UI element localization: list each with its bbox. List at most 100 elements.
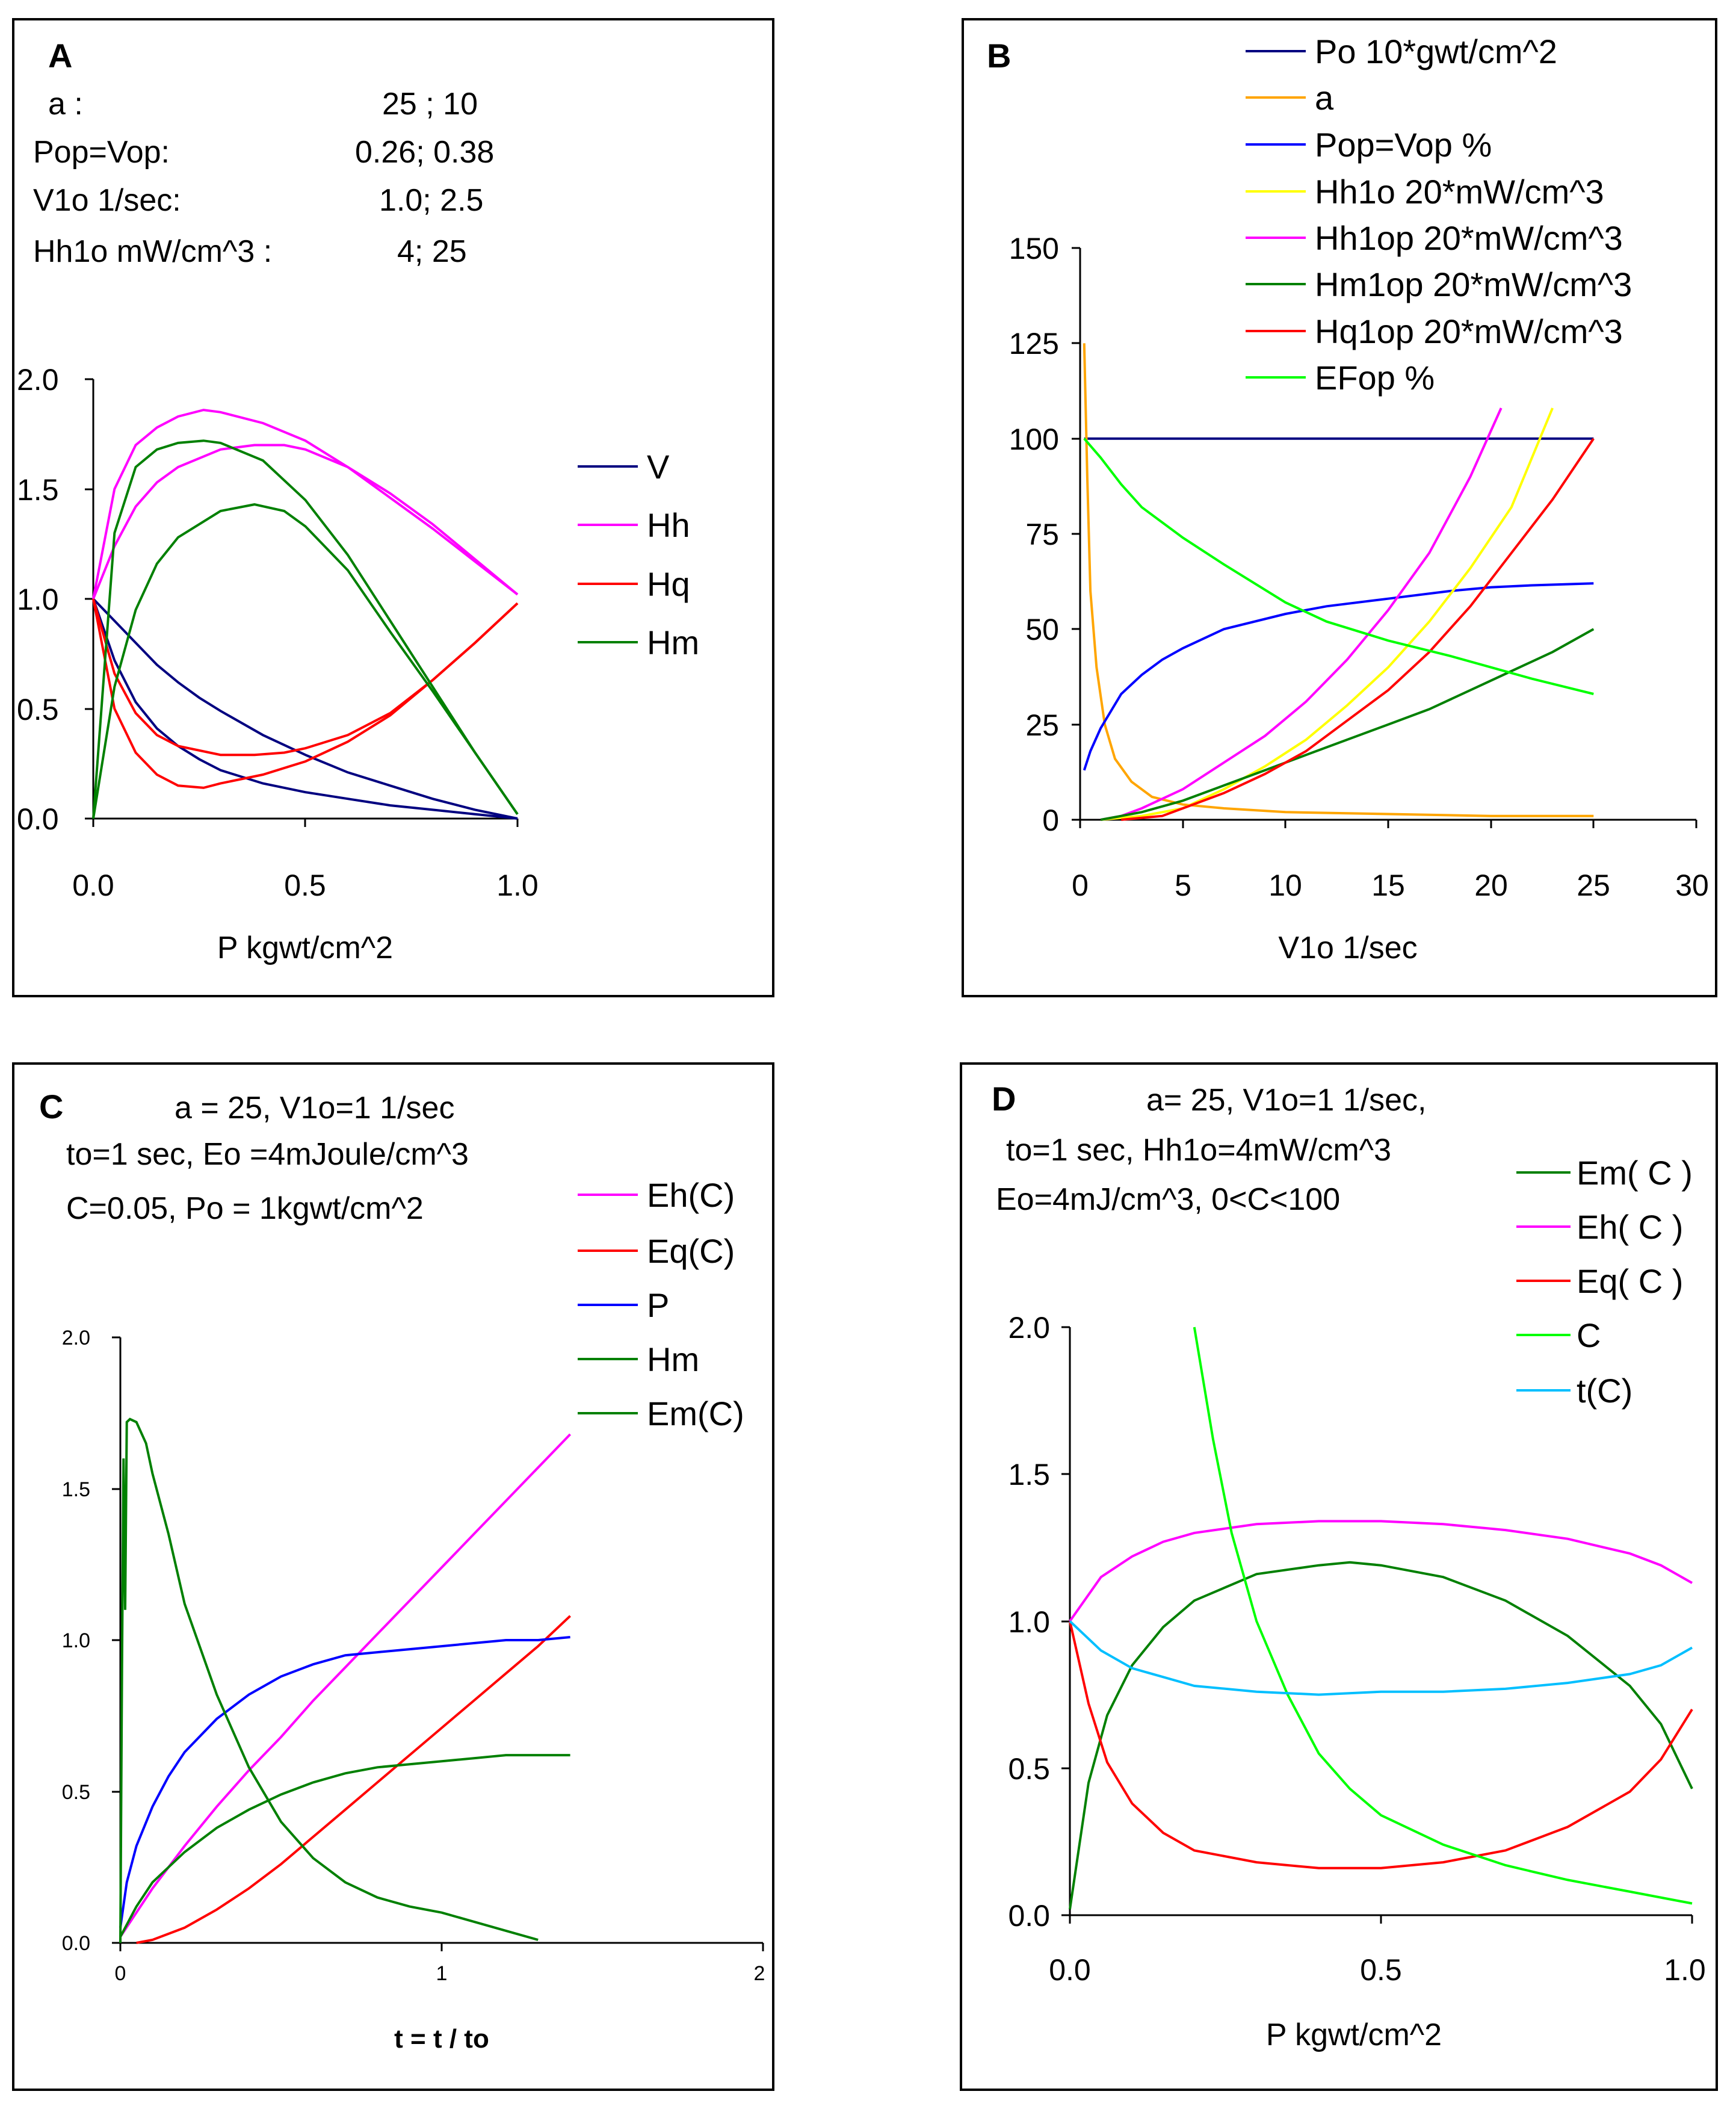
panel-b-xtick-label-2: 10 (1268, 869, 1302, 902)
panel-a-info-value-1: 0.26; 0.38 (355, 135, 494, 170)
panel-b-ytick-label-1: 25 (1025, 708, 1059, 742)
panel-d-series-t (1069, 1620, 1693, 1696)
panel-d-info-line-2: Eo=4mJ/cm^3, 0<C<100 (996, 1182, 1340, 1217)
panel-d-legend-label-2: Eq( C ) (1577, 1262, 1683, 1300)
panel-d-legend-label-3: C (1577, 1316, 1601, 1354)
panel-d-xtick-label-0: 0.0 (1049, 1953, 1091, 1987)
panel-d-ytick-label-1: 0.5 (1008, 1752, 1050, 1786)
panel-c-series-eq (136, 1615, 571, 1944)
panel-d-label: D (992, 1080, 1016, 1118)
panel-d-legend-label-1: Eh( C ) (1577, 1208, 1683, 1246)
panel-d-series-eh (1069, 1520, 1693, 1622)
panel-c-legend-label-0: Eh(C) (647, 1176, 735, 1214)
panel-c-ytick-label-1: 0.5 (62, 1781, 90, 1804)
panel-b-ytick-label-6: 150 (1009, 232, 1059, 265)
panel-b-series-hh1op (1100, 407, 1503, 821)
panel-c-frame (12, 1062, 774, 2091)
panel-b-x-axis-title: V1o 1/sec (1278, 931, 1417, 965)
panel-a-label: A (48, 37, 72, 75)
panel-d-series-c (1193, 1327, 1693, 1905)
panel-c-xtick-label-0: 0 (115, 1962, 126, 1985)
panel-b-frame (962, 18, 1717, 997)
panel-b-legend-label-4: Hh1op 20*mW/cm^3 (1315, 219, 1623, 257)
panel-b-legend-label-1: a (1315, 79, 1334, 117)
panel-a-info-value-3: 4; 25 (397, 234, 467, 269)
panel-d-info-line-1: to=1 sec, Hh1o=4mW/cm^3 (1006, 1133, 1391, 1168)
panel-b-series-hq1op (1121, 438, 1595, 821)
panel-a-legend-label-0: V (647, 448, 670, 486)
panel-b-xtick-label-5: 25 (1577, 869, 1610, 902)
panel-b-ytick-label-4: 100 (1009, 423, 1059, 456)
panel-c-series-p (119, 1636, 570, 1928)
panel-b-series-hh1o (1100, 407, 1554, 821)
panel-b-xtick-label-0: 0 (1072, 869, 1089, 902)
panel-c-legend: Eh(C) Eq(C) P Hm Em(C) (578, 1176, 744, 1432)
panel-d-ytick-label-2: 1.0 (1008, 1605, 1050, 1639)
panel-c-info-line-1: to=1 sec, Eo =4mJoule/cm^3 (66, 1137, 469, 1172)
panel-b-legend-label-3: Hh1o 20*mW/cm^3 (1315, 173, 1604, 211)
panel-d-plot: 0.0 0.5 1.0 0.0 0.5 1.0 1.5 2.0 P kgwt/c… (1008, 1311, 1705, 2052)
panel-a-legend-label-3: Hm (647, 624, 699, 661)
panel-a-xtick-label-2: 1.0 (496, 869, 539, 902)
panel-a-info-label-0: a : (48, 87, 83, 122)
panel-c-xtick-label-2: 2 (754, 1962, 765, 1985)
panel-d-frame (960, 1062, 1718, 2091)
panel-c-ytick-label-3: 1.5 (62, 1478, 90, 1501)
panel-b-legend-label-2: Pop=Vop % (1315, 126, 1492, 164)
panel-d-legend-label-4: t(C) (1577, 1372, 1633, 1410)
panel-a-ytick-label-2: 1.0 (17, 583, 59, 616)
panel-a-ytick-label-3: 1.5 (17, 473, 59, 507)
panel-d-legend: Em( C ) Eh( C ) Eq( C ) C t(C) (1516, 1154, 1693, 1410)
panel-c-xtick-label-1: 1 (436, 1962, 448, 1985)
panel-d-xtick-label-2: 1.0 (1664, 1953, 1706, 1987)
panel-b-xtick-label-6: 30 (1675, 869, 1709, 902)
panel-b-legend-label-7: EFop % (1315, 359, 1435, 397)
panel-d-ytick-label-0: 0.0 (1008, 1899, 1050, 1933)
panel-b-xtick-label-1: 5 (1175, 869, 1191, 902)
panel-b-ytick-label-2: 50 (1025, 613, 1059, 646)
panel-b-xtick-label-3: 15 (1371, 869, 1405, 902)
panel-b-legend: Po 10*gwt/cm^2 a Pop=Vop % Hh1o 20*mW/cm… (1246, 33, 1632, 397)
panel-a-series-hh-1 (92, 409, 519, 599)
panel-a-series-hm-2 (92, 503, 519, 819)
panel-a-ytick-label-1: 0.5 (17, 693, 59, 726)
panel-a-legend-label-1: Hh (647, 506, 690, 544)
panel-a-series-hm-1 (92, 439, 519, 819)
panel-c-legend-label-4: Em(C) (647, 1395, 744, 1432)
panel-a-legend: V Hh Hq Hm (578, 448, 699, 661)
panel-d-legend-label-0: Em( C ) (1577, 1154, 1693, 1192)
panel-c-legend-label-3: Hm (647, 1340, 699, 1378)
panel-a-info-label-3: Hh1o mW/cm^3 : (33, 234, 272, 269)
panel-a-series-v-1 (92, 598, 518, 820)
panel-b-series-efop (1083, 438, 1594, 695)
panel-a-frame (12, 18, 774, 997)
panel-b-ytick-label-3: 75 (1025, 518, 1059, 551)
panel-c-series-hm (119, 1417, 539, 1943)
panel-d-ytick-label-3: 1.5 (1008, 1458, 1050, 1491)
panel-a-legend-label-2: Hq (647, 565, 690, 603)
panel-a-ytick-label-0: 0.0 (17, 802, 59, 836)
panel-b: B 0 5 10 15 20 25 30 0 25 (962, 18, 1717, 997)
panel-c-x-axis-title: t = t / to (394, 2024, 489, 2054)
panel-a-series-v-2 (92, 598, 518, 820)
panel-d-ytick-label-4: 2.0 (1008, 1311, 1050, 1345)
panel-c-info-line-2: C=0.05, Po = 1kgwt/cm^2 (66, 1191, 424, 1226)
panel-a-ytick-label-4: 2.0 (17, 363, 59, 397)
panel-a-xtick-label-1: 0.5 (284, 869, 326, 902)
panel-a: A a : 25 ; 10 Pop=Vop: 0.26; 0.38 V1o 1/… (12, 18, 774, 997)
panel-a-info-label-1: Pop=Vop: (33, 135, 170, 170)
panel-b-series-pop (1083, 582, 1594, 771)
panel-c-series-eh (119, 1433, 572, 1938)
panel-b-ytick-label-5: 125 (1009, 327, 1059, 361)
panel-a-info-label-2: V1o 1/sec: (33, 183, 181, 218)
panel-a-plot: 0.0 0.5 1.0 0.0 0.5 1.0 1.5 2.0 P kgwt/c… (17, 363, 539, 965)
panel-d-info-line-0: a= 25, V1o=1 1/sec, (1146, 1083, 1426, 1118)
panel-c-label: C (39, 1088, 63, 1126)
panel-b-xtick-label-4: 20 (1474, 869, 1508, 902)
panel-b-series-hm1op (1100, 628, 1595, 821)
panel-a-series-hq-2 (92, 598, 519, 757)
panel-b-series-a (1083, 343, 1594, 817)
panel-a-info-value-0: 25 ; 10 (382, 87, 478, 122)
panel-d-xtick-label-1: 0.5 (1360, 1953, 1402, 1987)
